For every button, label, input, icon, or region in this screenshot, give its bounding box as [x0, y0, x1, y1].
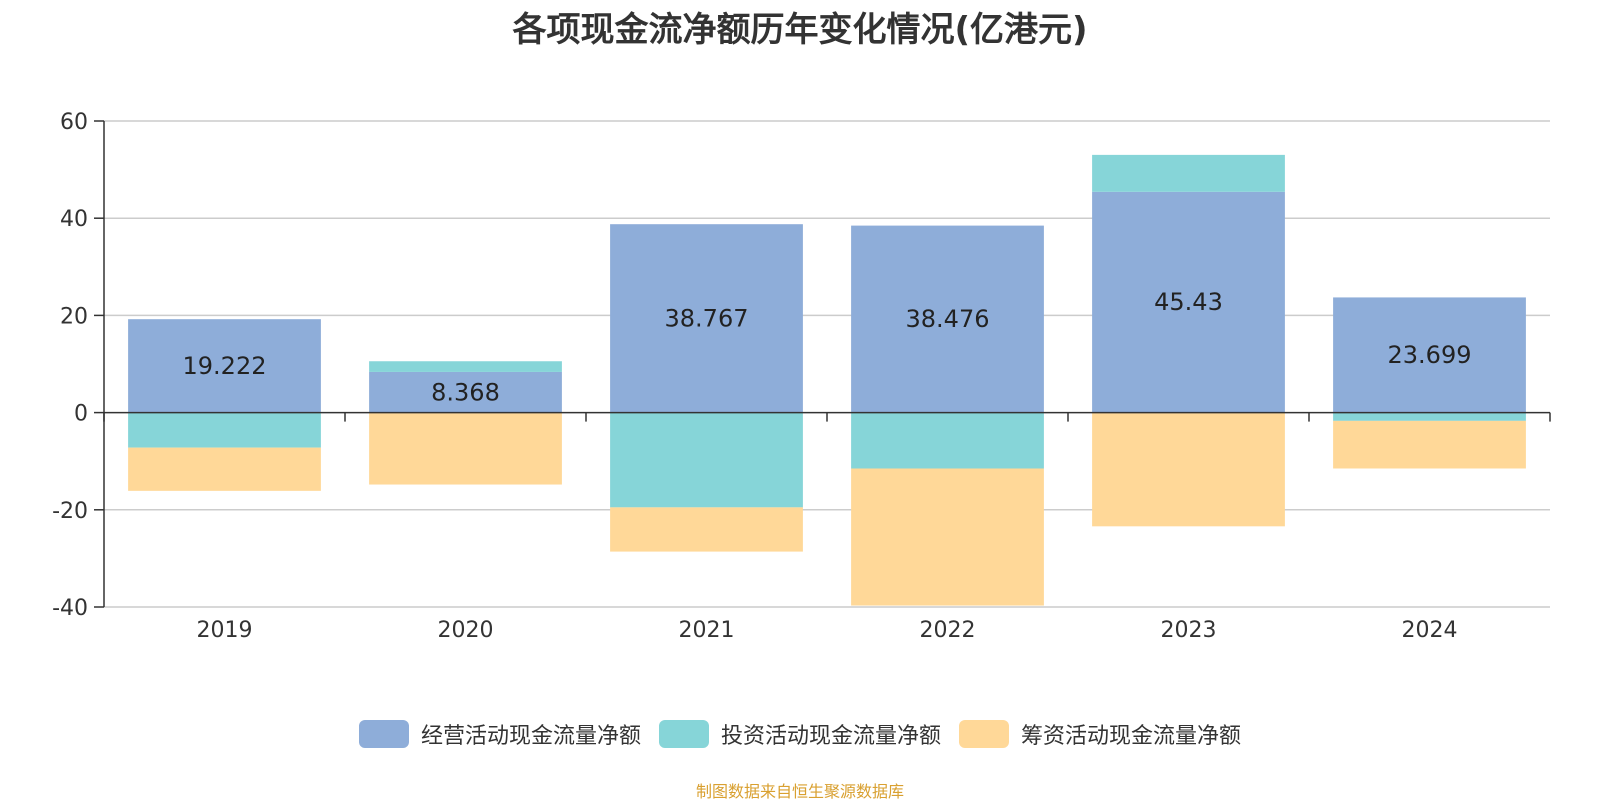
bar-2019-series-1	[128, 412, 321, 448]
legend-item-operating[interactable]: 经营活动现金流量净额	[358, 718, 641, 750]
bar-2021-series-2	[610, 507, 803, 552]
data-label: 38.767	[665, 304, 749, 332]
bar-2022-series-0	[851, 225, 1044, 413]
bar-2023-series-2	[1092, 412, 1285, 527]
legend-swatch-investing	[658, 720, 709, 748]
x-tick-label: 2023	[1161, 618, 1217, 643]
legend-label-investing: 投资活动现金流量净额	[720, 724, 941, 749]
source-note: 制图数据来自恒生聚源数据库	[695, 782, 904, 801]
legend-label-financing: 筹资活动现金流量净额	[1021, 724, 1242, 749]
bar-2024-series-1	[1333, 412, 1526, 421]
data-label: 19.222	[183, 352, 267, 380]
bar-2024-series-0	[1333, 297, 1526, 413]
y-tick-label: 20	[60, 304, 88, 329]
bar-2020-series-0	[369, 371, 562, 413]
bar-2022-series-1	[851, 412, 1044, 469]
x-tick-label: 2019	[197, 618, 253, 643]
bar-2019-series-0	[128, 319, 321, 413]
data-label: 45.43	[1154, 288, 1223, 316]
bar-2021-series-0	[610, 224, 803, 413]
legend-label-operating: 经营活动现金流量净额	[420, 724, 641, 749]
y-tick-label: -20	[52, 499, 88, 524]
y-tick-label: -40	[52, 596, 88, 621]
bar-2022-series-2	[851, 468, 1044, 606]
legend-swatch-operating	[358, 720, 409, 748]
chart-title: 各项现金流净额历年变化情况(亿港元)	[512, 10, 1088, 50]
y-tick-label: 60	[60, 110, 88, 135]
bar-2024-series-2	[1333, 420, 1526, 469]
bar-2021-series-1	[610, 412, 803, 508]
bar-2023-series-0	[1092, 191, 1285, 413]
legend-item-financing[interactable]: 筹资活动现金流量净额	[959, 718, 1241, 750]
legend-swatch-financing	[959, 720, 1009, 748]
x-tick-label: 2020	[438, 618, 494, 643]
bar-2019-series-2	[128, 447, 321, 491]
y-tick-label: 40	[60, 207, 88, 232]
bar-2020-series-1	[369, 361, 562, 372]
x-tick-label: 2022	[920, 618, 976, 643]
data-label: 8.368	[431, 378, 500, 406]
legend: 经营活动现金流量净额 投资活动现金流量净额 筹资活动现金流量净额	[0, 718, 1600, 750]
x-tick-label: 2024	[1402, 618, 1458, 643]
data-label: 38.476	[906, 305, 990, 333]
chart-area: 60 40 20 0 -20 -40 19.222 8.368 38.767 38.476 45.4…	[52, 110, 1551, 643]
y-tick-label: 0	[74, 402, 88, 427]
bar-2020-series-2	[369, 412, 562, 485]
x-tick-label: 2021	[679, 618, 735, 643]
legend-item-investing[interactable]: 投资活动现金流量净额	[658, 718, 941, 750]
data-label: 23.699	[1388, 341, 1472, 369]
bar-2023-series-1	[1092, 154, 1285, 192]
